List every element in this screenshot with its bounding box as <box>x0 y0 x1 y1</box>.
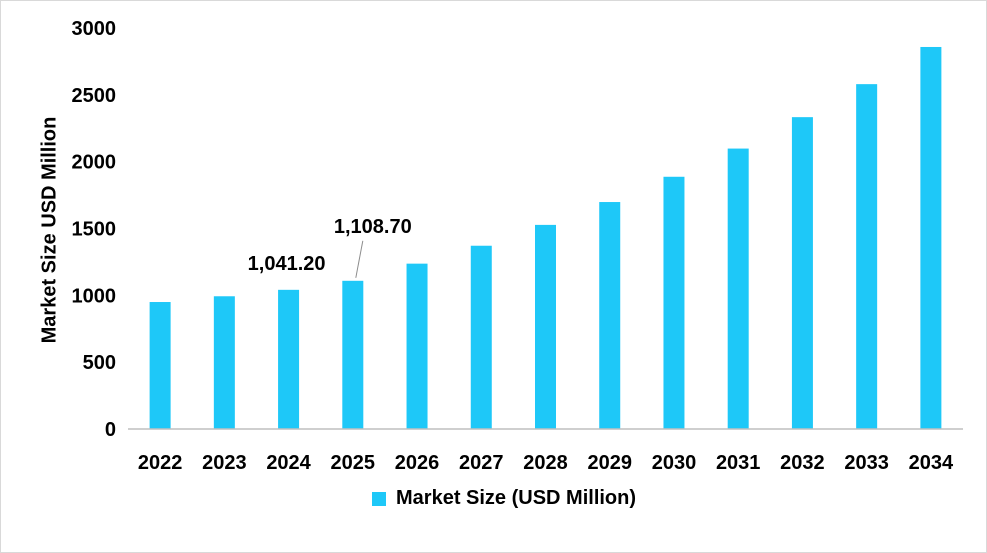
data-label-2025: 1,108.70 <box>334 216 412 238</box>
x-tick-label: 2023 <box>202 452 247 474</box>
x-tick-label: 2033 <box>844 452 889 474</box>
x-tick-label: 2029 <box>587 452 632 474</box>
y-tick-label: 2000 <box>72 152 117 174</box>
x-tick-label: 2032 <box>780 452 825 474</box>
data-label-2024: 1,041.20 <box>248 253 326 275</box>
bars <box>149 46 942 430</box>
y-tick-label: 3000 <box>72 18 117 40</box>
x-axis-ticks: 2022 2023 2024 2025 2026 2027 2028 2029 2030 2031… <box>138 452 954 474</box>
y-axis-label: Market Size USD Million <box>38 117 60 344</box>
bar-2032 <box>791 117 813 429</box>
legend-swatch <box>372 491 386 506</box>
legend: Market Size (USD Million) <box>372 487 636 510</box>
y-axis-ticks: 0 500 1000 1500 2000 2500 3000 <box>72 18 117 441</box>
bar-2031 <box>727 148 749 430</box>
bar-2028 <box>535 224 556 429</box>
bar-2033 <box>856 84 878 429</box>
x-tick-label: 2022 <box>138 452 183 474</box>
x-tick-label: 2034 <box>909 452 954 474</box>
bar-2022 <box>149 302 171 429</box>
bar-2025 <box>342 280 364 429</box>
bar-2034 <box>920 46 942 430</box>
bar-2026 <box>406 263 428 429</box>
y-tick-label: 1500 <box>72 219 117 241</box>
bar-2027 <box>470 245 492 429</box>
x-tick-label: 2026 <box>395 452 440 474</box>
bar-2023 <box>213 296 235 429</box>
bar-2024 <box>278 289 300 429</box>
x-tick-label: 2024 <box>266 452 311 474</box>
y-tick-label: 500 <box>83 352 116 374</box>
data-label-leader-line <box>355 240 364 278</box>
x-tick-label: 2028 <box>523 452 568 474</box>
y-tick-label: 2500 <box>72 85 117 107</box>
x-tick-label: 2025 <box>331 452 376 474</box>
bar-2029 <box>599 202 621 429</box>
x-tick-label: 2027 <box>459 452 504 474</box>
x-tick-label: 2031 <box>716 452 761 474</box>
y-tick-label: 0 <box>105 419 116 441</box>
x-tick-label: 2030 <box>652 452 697 474</box>
legend-label: Market Size (USD Million) <box>396 487 637 509</box>
data-labels: 1,041.20 1,108.70 <box>248 216 412 278</box>
y-tick-label: 1000 <box>72 285 117 307</box>
bar-2030 <box>663 176 685 429</box>
